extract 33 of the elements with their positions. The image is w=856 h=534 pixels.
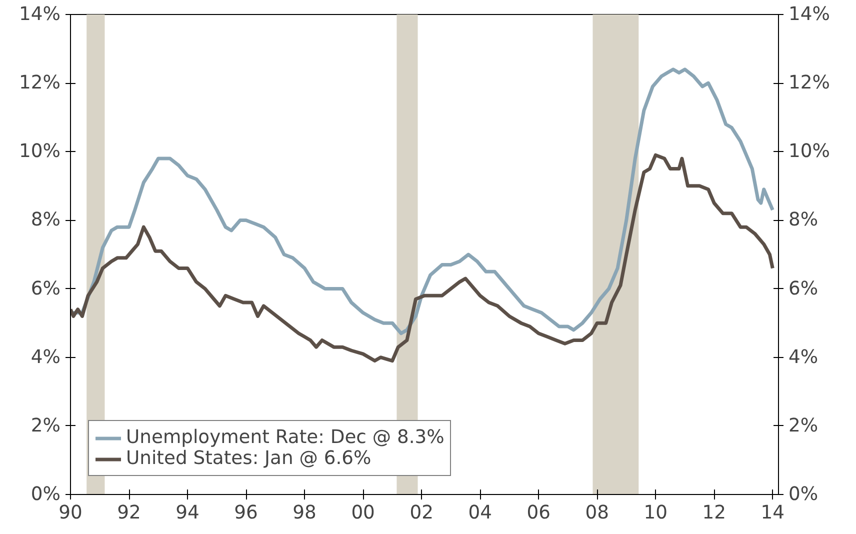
x-tick-label: 96 xyxy=(234,502,258,524)
x-tick-label: 02 xyxy=(410,502,434,524)
y2-tick-label: 14% xyxy=(788,4,830,25)
legend-label: Unemployment Rate: Dec @ 8.3% xyxy=(126,427,444,448)
y-tick-label: 6% xyxy=(30,278,61,300)
x-tick-label: 92 xyxy=(117,502,141,524)
x-tick-label: 10 xyxy=(644,502,668,524)
y2-tick-label: 2% xyxy=(788,415,818,436)
y-tick-label: 4% xyxy=(30,346,61,368)
y-tick-label: 10% xyxy=(19,141,60,162)
line-series xyxy=(70,68,774,336)
y-tick-label: 12% xyxy=(19,72,60,94)
y2-tick-label: 12% xyxy=(788,72,830,94)
y-tick-label: 0% xyxy=(30,484,61,505)
x-tick-label: 98 xyxy=(292,502,316,524)
line-series xyxy=(70,153,774,363)
y2-tick-label: 6% xyxy=(788,278,818,300)
y2-tick-label: 4% xyxy=(788,346,818,368)
y-tick-label: 14% xyxy=(19,4,60,25)
x-tick-label: 12 xyxy=(702,502,726,524)
x-tick-label: 04 xyxy=(468,502,492,524)
x-tick-label: 14 xyxy=(760,502,785,524)
x-tick-label: 94 xyxy=(176,502,200,524)
y-tick-label: 2% xyxy=(30,415,61,436)
x-tick-label: 08 xyxy=(585,502,609,524)
legend-label: United States: Jan @ 6.6% xyxy=(126,448,372,469)
y2-tick-label: 10% xyxy=(788,141,830,162)
x-tick-label: 06 xyxy=(526,502,550,524)
y-tick-label: 8% xyxy=(30,210,61,231)
y2-tick-label: 8% xyxy=(788,210,818,231)
x-tick-label: 00 xyxy=(351,502,375,524)
y2-tick-label: 0% xyxy=(788,484,818,505)
x-tick-label: 90 xyxy=(58,502,82,524)
